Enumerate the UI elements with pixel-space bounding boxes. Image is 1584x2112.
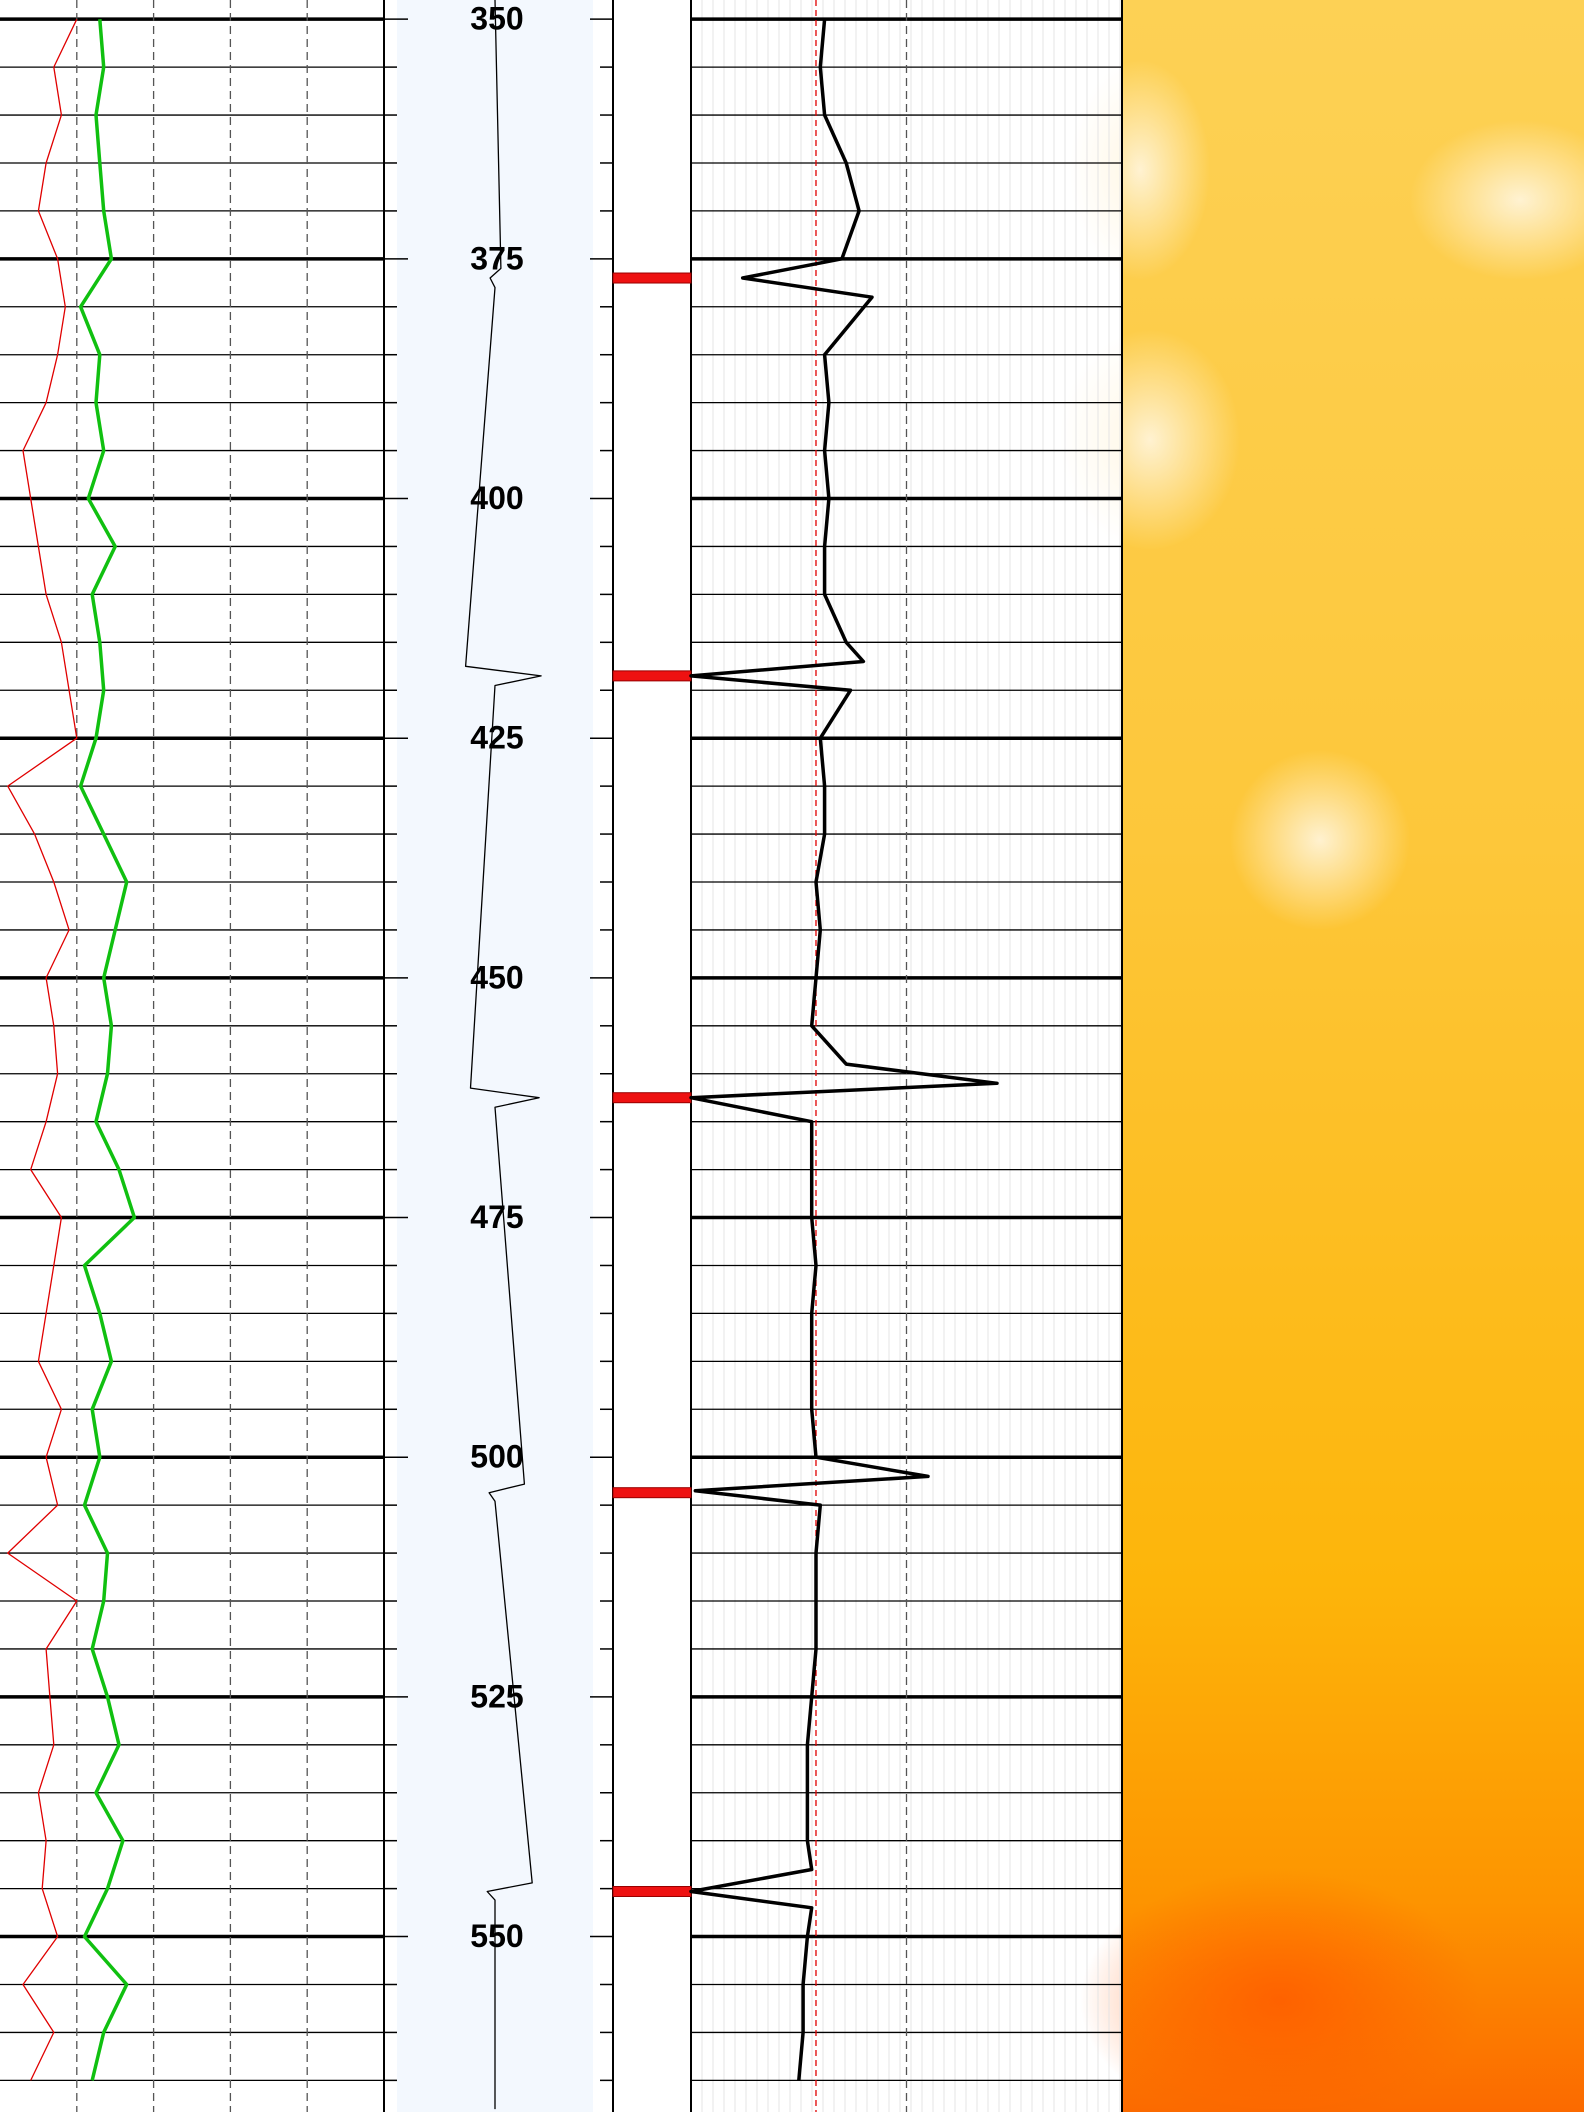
- depth-label: 550: [470, 1918, 523, 1954]
- marker: [613, 671, 691, 681]
- depth-label: 375: [470, 240, 523, 276]
- depth-label: 425: [470, 720, 523, 756]
- depth-track-bg: [397, 0, 593, 2112]
- marker: [613, 1488, 691, 1498]
- page: {"chart_data": {"type": "welllog", "ylim…: [0, 0, 1584, 2112]
- curve: [691, 19, 997, 2080]
- depth-label: 475: [470, 1199, 523, 1235]
- curve: [8, 19, 77, 2080]
- marker: [613, 273, 691, 283]
- marker: [613, 1093, 691, 1103]
- curve: [81, 19, 135, 2080]
- well-log: 350375400425450475500525550: [0, 0, 1584, 2112]
- depth-label: 350: [470, 1, 523, 37]
- depth-label: 500: [470, 1439, 523, 1475]
- marker: [613, 1887, 691, 1897]
- image-track: [1060, 0, 1584, 2112]
